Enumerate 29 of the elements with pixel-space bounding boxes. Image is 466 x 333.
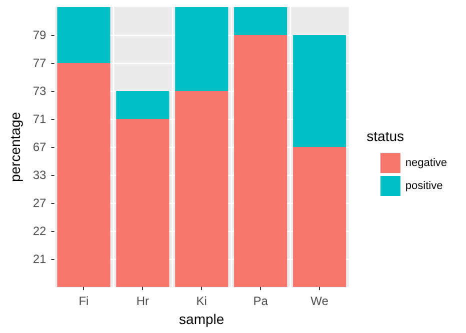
legend-label: negative: [405, 157, 448, 169]
category-label: 33: [32, 168, 46, 182]
category-label: 67: [32, 140, 46, 154]
bar: [57, 63, 110, 287]
category-label: 71: [32, 112, 46, 126]
category-label: 22: [32, 224, 46, 238]
bar: [175, 91, 228, 287]
x-tick-label: We: [310, 294, 329, 308]
legend-title: status: [366, 128, 404, 144]
category-label: 73: [32, 84, 46, 98]
x-axis-title: sample: [179, 310, 224, 327]
bar: [292, 35, 346, 147]
y-axis-title: percentage: [7, 112, 23, 182]
bar: [116, 119, 170, 287]
category-label: 21: [32, 252, 46, 266]
x-tick-label: Pa: [253, 294, 268, 308]
bar: [292, 147, 346, 287]
legend-label: positive: [405, 180, 443, 192]
category-label: 79: [32, 28, 46, 42]
bar: [234, 35, 288, 287]
bar: [116, 91, 170, 119]
x-tick-label: Fi: [78, 294, 89, 308]
bar: [57, 7, 110, 63]
bar: [234, 7, 288, 35]
x-tick-label: Ki: [196, 294, 207, 308]
bar: [175, 7, 228, 91]
category-label: 27: [32, 196, 46, 210]
x-tick-label: Hr: [136, 294, 150, 308]
category-label: 77: [32, 56, 46, 70]
